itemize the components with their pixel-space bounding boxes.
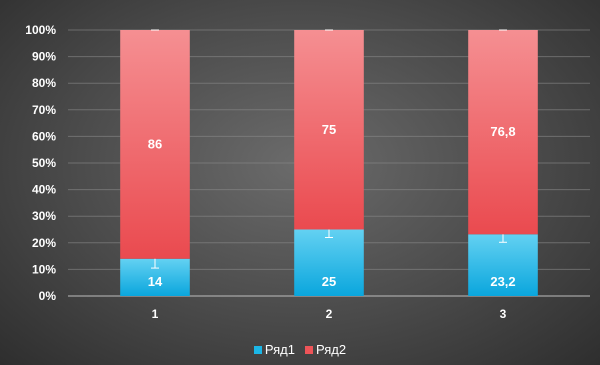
y-tick-label: 70% bbox=[32, 103, 56, 117]
y-tick-label: 60% bbox=[32, 129, 56, 143]
x-tick-label: 2 bbox=[326, 307, 333, 321]
bar-segment bbox=[120, 30, 190, 259]
y-tick-label: 100% bbox=[25, 23, 56, 37]
data-label: 23,2 bbox=[490, 274, 515, 289]
legend-item-series1: Ряд1 bbox=[253, 342, 295, 357]
data-label: 75 bbox=[322, 122, 336, 137]
y-tick-label: 0% bbox=[39, 289, 57, 303]
bar-segment bbox=[468, 234, 538, 296]
y-tick-label: 20% bbox=[32, 236, 56, 250]
data-label: 14 bbox=[148, 274, 163, 289]
legend-label-series1: Ряд1 bbox=[264, 342, 295, 357]
y-tick-label: 30% bbox=[32, 209, 56, 223]
bar-segment bbox=[294, 229, 364, 296]
y-tick-label: 90% bbox=[32, 50, 56, 64]
legend-swatch-series1 bbox=[253, 345, 262, 354]
bar-segment bbox=[294, 30, 364, 230]
data-label: 25 bbox=[322, 274, 336, 289]
legend-label-series2: Ряд2 bbox=[316, 342, 347, 357]
bar-segment bbox=[468, 30, 538, 235]
legend-item-series2: Ряд2 bbox=[305, 342, 346, 357]
stacked-bar-chart: 0% 10% 20% 30% 40% 50% 60% 70% 80% 90% 100% 14 86 1 25… bbox=[25, 23, 590, 321]
legend: Ряд1 Ряд2 bbox=[0, 342, 600, 357]
y-tick-label: 50% bbox=[32, 156, 56, 170]
legend-swatch-series2 bbox=[305, 345, 313, 354]
y-tick-label: 40% bbox=[32, 183, 56, 197]
x-tick-label: 1 bbox=[152, 307, 159, 321]
x-tick-label: 3 bbox=[500, 307, 507, 321]
data-label: 86 bbox=[148, 136, 162, 151]
y-tick-label: 80% bbox=[32, 76, 56, 90]
data-label: 76,8 bbox=[490, 124, 515, 139]
y-tick-label: 10% bbox=[32, 262, 56, 276]
